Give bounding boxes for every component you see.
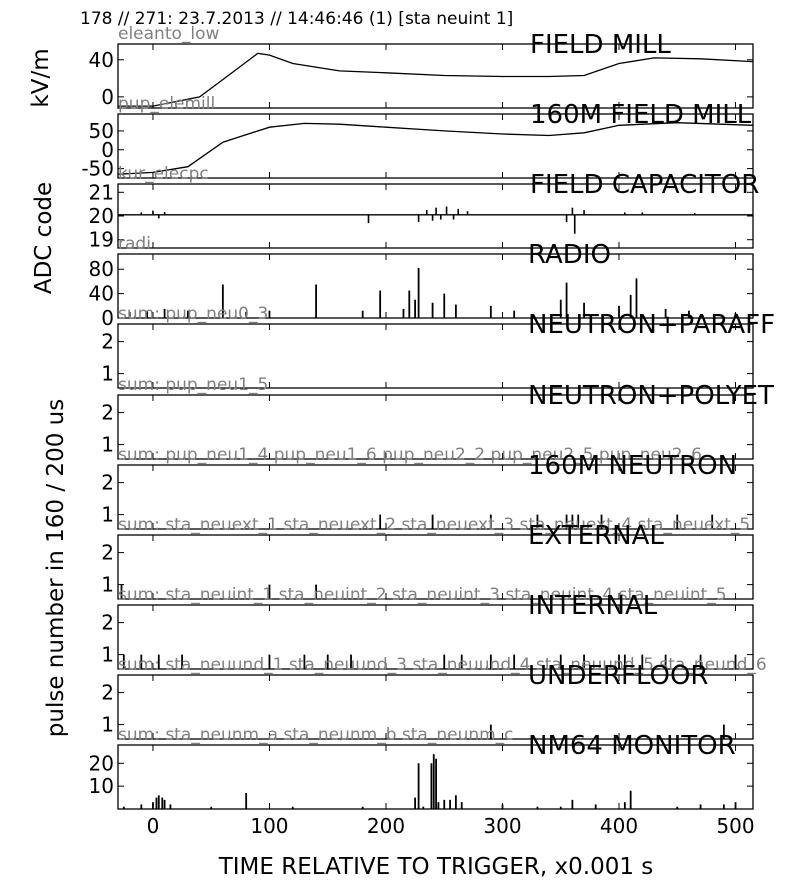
panel-6: 2 1 sum: pup_neu1_4 pup_neu1_6 pup_neu2_2 …: [101, 445, 754, 530]
panel-7: 2 1 sum: sta_neuext_1 sta_neuext_2 sta_neu…: [101, 515, 754, 600]
x-tick-label: 400: [600, 814, 638, 838]
y-tick-label: -50: [81, 157, 114, 181]
panel-title: NEUTRON+PARAFF: [528, 310, 775, 340]
y-tick-label: 1: [101, 433, 114, 457]
source-label: eleanto_low: [118, 24, 220, 44]
source-label: sum: sta_neuext_1 sta_neuext_2 sta_neuex…: [118, 515, 750, 535]
panel-frame-8: [117, 604, 754, 670]
panel-title: EXTERNAL: [528, 521, 664, 551]
panel-title: NEUTRON+POLYET: [528, 381, 774, 411]
panel-frame-3: [117, 253, 754, 319]
plot-area-2: [118, 206, 753, 234]
series-line-0: [118, 52, 753, 107]
plot-area-8: [122, 654, 737, 669]
y-tick-label: 19: [89, 228, 114, 252]
x-tick-label: 300: [483, 814, 521, 838]
y-tick-label: 1: [101, 713, 114, 737]
plot-area-1: [118, 122, 753, 175]
y-tick-label: 2: [101, 681, 114, 705]
plot-area-9: [489, 724, 725, 739]
y-tick-label: 2: [101, 401, 114, 425]
panel-title: UNDERFLOOR: [528, 661, 709, 691]
y-tick-label: 2: [101, 541, 114, 565]
source-label: pup_elemill: [118, 94, 215, 114]
y-tick-label: 1: [101, 643, 114, 667]
y-tick-label: 0: [101, 306, 114, 330]
panel-title: FIELD MILL: [530, 30, 671, 60]
x-tick-label: 200: [367, 814, 405, 838]
source-label: sum: sta_neuint_1 sta_neuint_2 sta_neuin…: [118, 585, 727, 605]
plot-area-6: [379, 514, 714, 529]
x-tick-label: 500: [716, 814, 754, 838]
x-tick-label: 100: [250, 814, 288, 838]
y-tick-label: 50: [89, 119, 114, 143]
panel-frame-1: [117, 113, 754, 179]
y-tick-label: 1: [101, 362, 114, 386]
y-tick-label: 0: [101, 138, 114, 162]
panel-frame-10: [117, 744, 754, 810]
panel-frame-4: [117, 323, 754, 389]
y-tick-label: 40: [89, 48, 114, 72]
plot-area-3: [128, 268, 737, 318]
header-text: 178 // 271: 23.7.2013 // 14:46:46 (1) [s…: [80, 9, 513, 29]
y-label-adc: ADC code: [31, 182, 57, 294]
y-label-pulse: pulse number in 160 / 200 us: [43, 399, 69, 737]
y-tick-label: 21: [89, 180, 114, 204]
panel-4: 2 1 sum: pup_neu0_3 NEUTRON+PARAFF: [101, 304, 775, 389]
plot-area-10: [122, 754, 737, 809]
panel-title: NM64 MONITOR: [528, 731, 736, 761]
panel-title: RADIO: [528, 240, 611, 270]
y-tick-label: 2: [101, 611, 114, 635]
panel-1: 500-50 pup_elemill 160M FIELD MILL: [81, 94, 754, 181]
source-label: kur_elecpc: [118, 164, 209, 184]
y-label-kv: kV/m: [28, 48, 54, 107]
y-tick-label: 40: [89, 282, 114, 306]
source-label: radi: [118, 234, 151, 254]
panel-title: 160M NEUTRON: [528, 451, 737, 481]
panel-frame-9: [117, 674, 754, 740]
series-line-1: [118, 122, 753, 175]
y-tick-label: 1: [101, 503, 114, 527]
plot-area-0: [118, 52, 753, 107]
x-tick-label: 0: [147, 814, 160, 838]
y-tick-label: 20: [89, 204, 114, 228]
y-tick-label: 10: [89, 774, 114, 798]
panel-title: INTERNAL: [528, 591, 658, 621]
x-axis-label: TIME RELATIVE TO TRIGGER, x0.001 s: [218, 854, 654, 880]
y-tick-label: 1: [101, 573, 114, 597]
y-tick-label: 2: [101, 471, 114, 495]
y-tick-label: 0: [101, 85, 114, 109]
panel-5: 2 1 sum: pup_neu1_5 NEUTRON+POLYET: [101, 375, 774, 460]
source-label: sum: pup_neu0_3: [118, 304, 268, 324]
panel-8: 2 1 sum: sta_neuint_1 sta_neuint_2 sta_neu…: [101, 585, 754, 670]
panel-frame-6: [117, 464, 754, 530]
panel-title: FIELD CAPACITOR: [530, 170, 759, 200]
y-tick-label: 2: [101, 330, 114, 354]
source-label: sum: pup_neu1_4 pup_neu1_6 pup_neu2_2 pu…: [118, 445, 702, 465]
panel-9: 2 1 sum: sta_neuund_1 sta_neuund_3 sta_neu…: [101, 655, 767, 740]
y-tick-label: 80: [89, 257, 114, 281]
source-label: sum: sta_neuund_1 sta_neuund_3 sta_neuun…: [118, 655, 767, 675]
y-tick-label: 20: [89, 751, 114, 775]
panel-frame-5: [117, 394, 754, 460]
panel-frame-0: [117, 43, 754, 109]
panel-title: 160M FIELD MILL: [530, 100, 752, 130]
source-label: sum: sta_neunm_a sta_neunm_b sta_neunm_c: [118, 725, 514, 745]
panel-frame-7: [117, 534, 754, 600]
source-label: sum: pup_neu1_5: [118, 375, 268, 395]
